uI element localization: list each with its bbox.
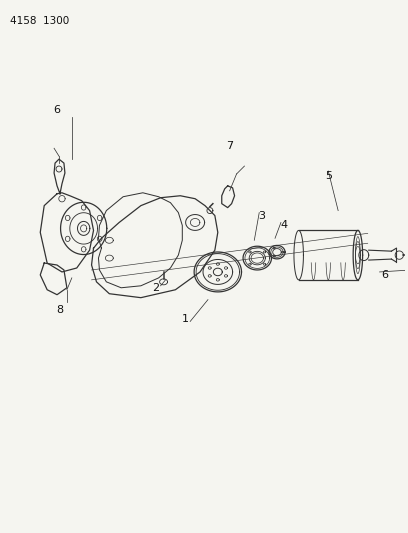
Text: 1: 1 xyxy=(182,314,189,325)
Text: 8: 8 xyxy=(56,304,64,314)
Text: 2: 2 xyxy=(152,283,159,293)
Text: 4158  1300: 4158 1300 xyxy=(10,15,69,26)
Text: 6: 6 xyxy=(381,270,388,280)
Text: 6: 6 xyxy=(53,104,60,115)
Text: 5: 5 xyxy=(325,171,332,181)
Text: 3: 3 xyxy=(258,211,265,221)
Text: 7: 7 xyxy=(226,141,233,151)
Text: 4: 4 xyxy=(280,221,288,230)
